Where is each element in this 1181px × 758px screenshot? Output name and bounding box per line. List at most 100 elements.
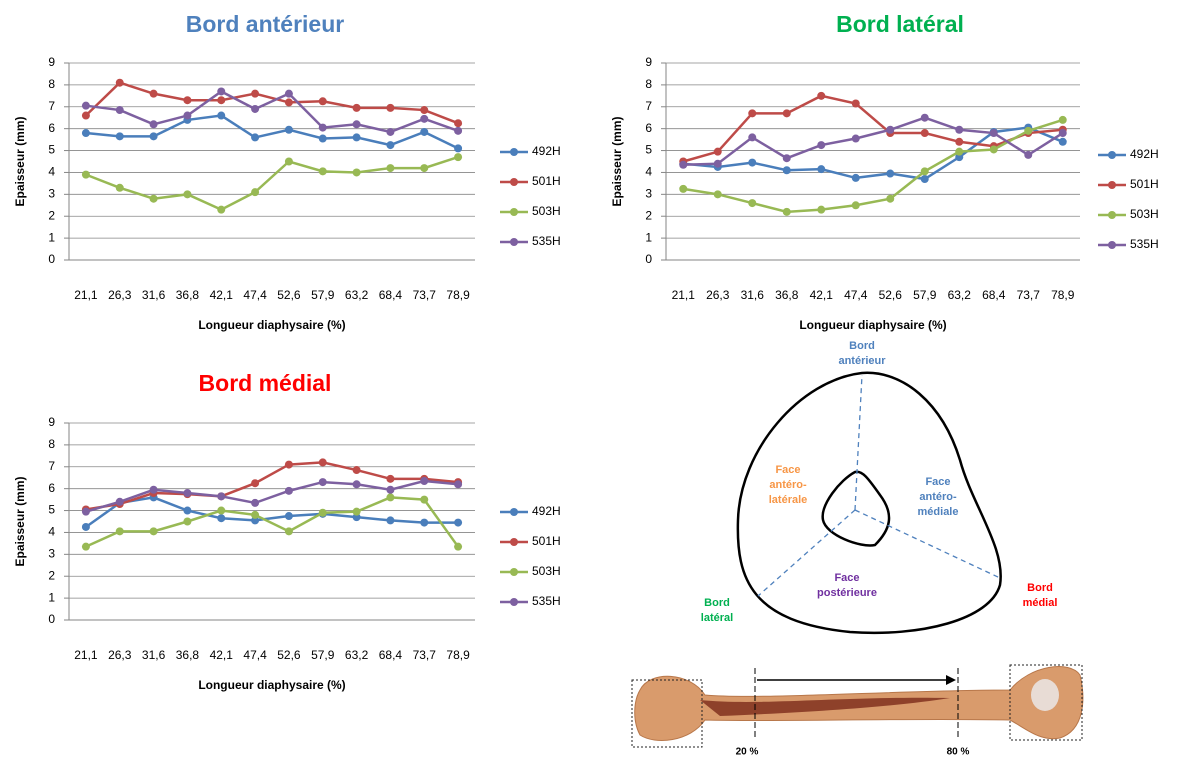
x-tick-label: 78,9: [1051, 288, 1075, 302]
y-tick-label: 2: [645, 208, 652, 222]
percent-label: 80 %: [947, 747, 970, 758]
x-tick-label: 78,9: [446, 648, 470, 662]
diagram-label: antéro-: [769, 479, 807, 491]
x-tick-label: 63,2: [948, 288, 972, 302]
x-tick-label: 57,9: [311, 648, 335, 662]
data-point: [454, 119, 463, 128]
data-point: [318, 478, 327, 487]
x-tick-label: 68,4: [982, 288, 1006, 302]
y-tick-label: 2: [48, 568, 55, 582]
data-point: [149, 120, 158, 129]
series-line: [85, 81, 459, 125]
data-point: [352, 480, 361, 489]
data-point: [318, 167, 327, 176]
data-point: [352, 133, 361, 142]
series-line: [85, 155, 459, 212]
data-point: [782, 109, 791, 118]
data-point: [251, 188, 260, 197]
diagram-label: Face: [925, 476, 950, 488]
data-point: [149, 527, 158, 536]
data-point: [817, 205, 826, 214]
data-point: [920, 129, 929, 138]
y-tick-label: 5: [48, 503, 55, 517]
marrow: [700, 697, 950, 716]
x-tick-label: 42,1: [810, 288, 834, 302]
data-point: [284, 512, 293, 521]
x-tick-label: 21,1: [672, 288, 696, 302]
y-tick-label: 4: [48, 165, 55, 179]
data-point: [318, 134, 327, 143]
data-point: [886, 169, 895, 178]
y-tick-label: 9: [48, 55, 55, 69]
x-tick-label: 42,1: [210, 648, 234, 662]
data-point: [679, 160, 688, 169]
x-tick-label: 36,8: [176, 288, 200, 302]
x-tick-label: 52,6: [277, 288, 301, 302]
x-tick-label: 26,3: [108, 648, 132, 662]
diagram-label: Bord: [849, 340, 875, 352]
data-point: [386, 164, 395, 173]
y-tick-label: 9: [48, 415, 55, 429]
data-point: [217, 96, 226, 105]
x-tick-label: 52,6: [879, 288, 903, 302]
x-axis-title: Longueur diaphysaire (%): [198, 318, 345, 332]
axis-line: [757, 509, 856, 597]
data-point: [782, 207, 791, 216]
data-point: [81, 170, 90, 179]
x-tick-label: 68,4: [379, 288, 403, 302]
x-axis-title: Longueur diaphysaire (%): [198, 678, 345, 692]
percent-label: 20 %: [736, 747, 759, 758]
data-point: [851, 201, 860, 210]
x-tick-label: 36,8: [775, 288, 799, 302]
diagram-label: médiale: [918, 506, 959, 518]
legend-marker: [1108, 181, 1116, 189]
y-tick-label: 1: [645, 230, 652, 244]
legend-label: 492H: [532, 504, 561, 518]
data-point: [115, 527, 124, 536]
x-tick-label: 42,1: [210, 288, 234, 302]
data-point: [454, 144, 463, 153]
data-point: [420, 495, 429, 504]
data-point: [713, 190, 722, 199]
data-point: [386, 474, 395, 483]
cross-section-diagram: [736, 371, 1002, 635]
data-point: [284, 527, 293, 536]
data-point: [955, 137, 964, 146]
data-point: [217, 506, 226, 515]
data-point: [352, 466, 361, 475]
data-point: [420, 127, 429, 136]
data-point: [183, 506, 192, 515]
legend-label: 492H: [1130, 147, 1159, 161]
diagram-label: Bord: [1027, 582, 1053, 594]
outer-contour: [736, 371, 1002, 635]
data-point: [352, 507, 361, 516]
data-point: [251, 516, 260, 525]
data-point: [1024, 150, 1033, 159]
joint: [1031, 679, 1059, 711]
diagram-label: latéral: [701, 612, 733, 624]
data-point: [386, 103, 395, 112]
y-tick-label: 0: [48, 252, 55, 266]
data-point: [149, 485, 158, 494]
data-point: [886, 125, 895, 134]
data-point: [420, 106, 429, 115]
legend-marker: [1108, 241, 1116, 249]
data-point: [251, 133, 260, 142]
legend-marker: [510, 208, 518, 216]
data-point: [149, 132, 158, 141]
axis-line: [854, 374, 863, 511]
chart-title: Bord latéral: [836, 11, 964, 37]
y-tick-label: 0: [48, 612, 55, 626]
legend-marker: [1108, 211, 1116, 219]
series-line: [683, 126, 1064, 181]
legend-marker: [510, 148, 518, 156]
data-point: [454, 542, 463, 551]
legend-marker: [510, 568, 518, 576]
x-tick-label: 47,4: [243, 648, 267, 662]
y-tick-label: 4: [645, 165, 652, 179]
diagram-label: Face: [834, 572, 859, 584]
data-point: [989, 129, 998, 138]
series-line: [683, 118, 1064, 214]
series-line: [85, 114, 459, 150]
